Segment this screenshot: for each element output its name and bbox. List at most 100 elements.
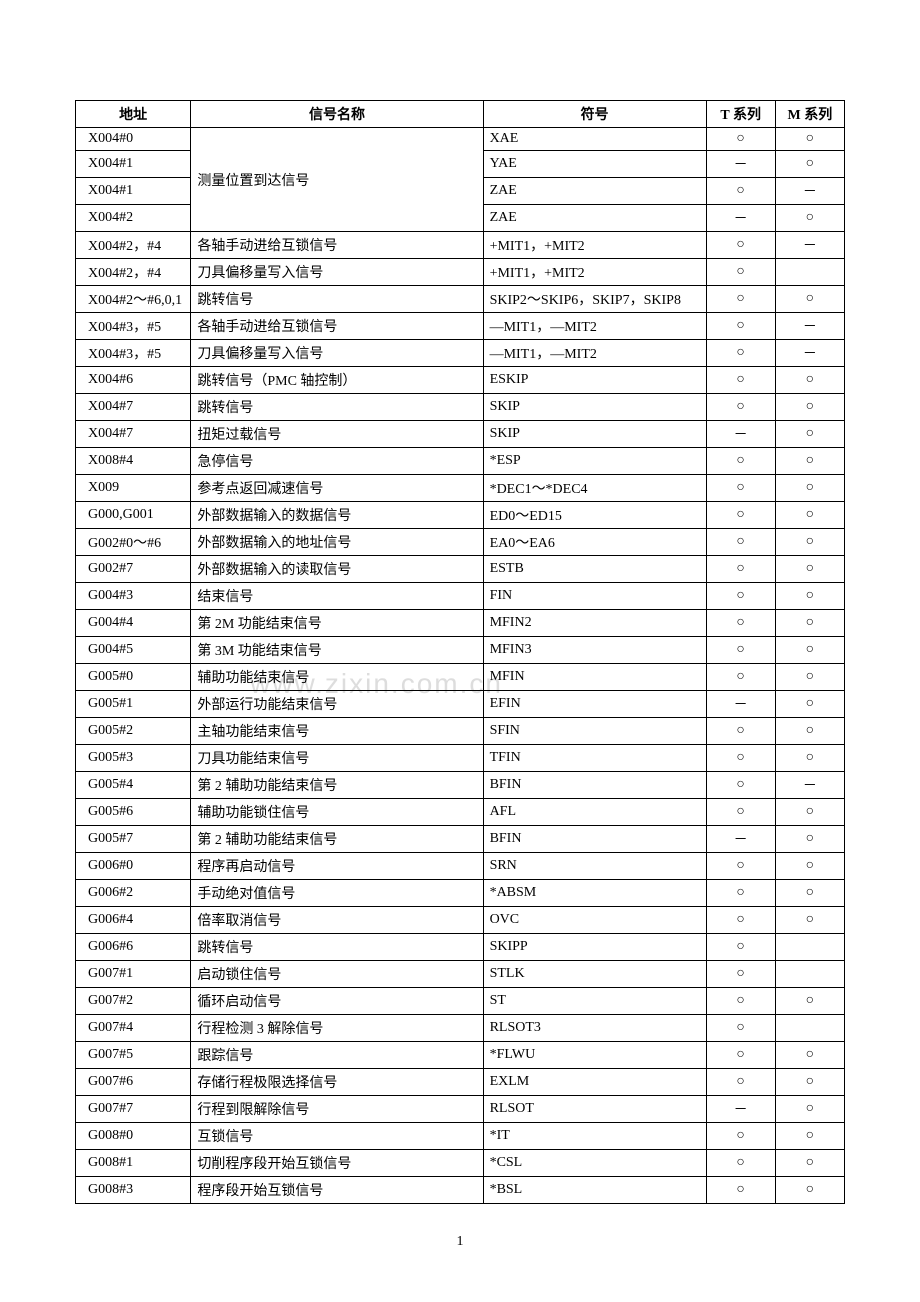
cell-name: 急停信号 xyxy=(191,448,483,475)
cell-t: ○ xyxy=(706,1123,775,1150)
cell-symbol: ST xyxy=(483,988,706,1015)
cell-addr: G005#4 xyxy=(76,772,191,799)
cell-t: ○ xyxy=(706,259,775,286)
cell-m: － xyxy=(775,340,844,367)
table-header: 地址 信号名称 符号 T 系列 M 系列 xyxy=(76,101,845,128)
table-row: G002#7外部数据输入的读取信号ESTB○○ xyxy=(76,556,845,583)
cell-t: ○ xyxy=(706,340,775,367)
cell-name: 跳转信号（PMC 轴控制） xyxy=(191,367,483,394)
table-row: G005#2主轴功能结束信号SFIN○○ xyxy=(76,718,845,745)
cell-symbol: *DEC1～*DEC4 xyxy=(483,475,706,502)
cell-m: ○ xyxy=(775,367,844,394)
cell-addr: G008#1 xyxy=(76,1150,191,1177)
cell-t: － xyxy=(706,826,775,853)
cell-addr: G005#3 xyxy=(76,745,191,772)
cell-symbol: ZAE xyxy=(483,178,706,205)
table-row: G005#3刀具功能结束信号TFIN○○ xyxy=(76,745,845,772)
table-row: G006#2手动绝对值信号*ABSM○○ xyxy=(76,880,845,907)
cell-m: ○ xyxy=(775,529,844,556)
table-row: G005#6辅助功能锁住信号AFL○○ xyxy=(76,799,845,826)
cell-addr: X004#7 xyxy=(76,394,191,421)
cell-t: － xyxy=(706,691,775,718)
cell-addr: G006#2 xyxy=(76,880,191,907)
cell-t: ○ xyxy=(706,934,775,961)
cell-name: 外部数据输入的地址信号 xyxy=(191,529,483,556)
table-row: G005#7第 2 辅助功能结束信号BFIN－○ xyxy=(76,826,845,853)
cell-symbol: MFIN xyxy=(483,664,706,691)
cell-m xyxy=(775,934,844,961)
cell-symbol: RLSOT xyxy=(483,1096,706,1123)
cell-symbol: MFIN3 xyxy=(483,637,706,664)
cell-symbol: SRN xyxy=(483,853,706,880)
cell-name: 测量位置到达信号 xyxy=(191,128,483,232)
cell-name: 外部数据输入的读取信号 xyxy=(191,556,483,583)
table-row: G005#4第 2 辅助功能结束信号BFIN○－ xyxy=(76,772,845,799)
cell-t: ○ xyxy=(706,529,775,556)
cell-symbol: *CSL xyxy=(483,1150,706,1177)
cell-addr: G006#4 xyxy=(76,907,191,934)
cell-addr: X004#3，#5 xyxy=(76,340,191,367)
table-row: G000,G001外部数据输入的数据信号ED0～ED15○○ xyxy=(76,502,845,529)
cell-symbol: *IT xyxy=(483,1123,706,1150)
cell-m: － xyxy=(775,232,844,259)
cell-t: ○ xyxy=(706,1150,775,1177)
cell-symbol: *ABSM xyxy=(483,880,706,907)
cell-m: ○ xyxy=(775,853,844,880)
table-row: G005#1外部运行功能结束信号EFIN－○ xyxy=(76,691,845,718)
cell-t: ○ xyxy=(706,880,775,907)
cell-symbol: *FLWU xyxy=(483,1042,706,1069)
cell-addr: X004#1 xyxy=(76,151,191,178)
cell-addr: G007#6 xyxy=(76,1069,191,1096)
cell-t: ○ xyxy=(706,583,775,610)
table-body: X004#0测量位置到达信号XAE○○X004#1YAE－○X004#1ZAE○… xyxy=(76,128,845,1204)
cell-addr: X004#2～#6,0,1 xyxy=(76,286,191,313)
cell-addr: X004#1 xyxy=(76,178,191,205)
cell-m: ○ xyxy=(775,826,844,853)
cell-addr: G005#7 xyxy=(76,826,191,853)
cell-m: ○ xyxy=(775,988,844,1015)
cell-addr: X008#4 xyxy=(76,448,191,475)
table-row: X004#3，#5刀具偏移量写入信号—MIT1，—MIT2○－ xyxy=(76,340,845,367)
cell-addr: X009 xyxy=(76,475,191,502)
table-row: G004#4第 2M 功能结束信号MFIN2○○ xyxy=(76,610,845,637)
header-m: M 系列 xyxy=(775,101,844,128)
cell-t: ○ xyxy=(706,718,775,745)
cell-symbol: MFIN2 xyxy=(483,610,706,637)
cell-m: ○ xyxy=(775,1150,844,1177)
cell-m: ○ xyxy=(775,745,844,772)
cell-addr: G002#7 xyxy=(76,556,191,583)
cell-name: 刀具偏移量写入信号 xyxy=(191,259,483,286)
header-symbol: 符号 xyxy=(483,101,706,128)
cell-symbol: *BSL xyxy=(483,1177,706,1204)
cell-t: ○ xyxy=(706,745,775,772)
cell-t: ○ xyxy=(706,178,775,205)
table-row: G004#3结束信号FIN○○ xyxy=(76,583,845,610)
cell-name: 扭矩过载信号 xyxy=(191,421,483,448)
cell-symbol: EXLM xyxy=(483,1069,706,1096)
cell-m: ○ xyxy=(775,907,844,934)
cell-t: ○ xyxy=(706,853,775,880)
cell-name: 跳转信号 xyxy=(191,394,483,421)
cell-name: 外部数据输入的数据信号 xyxy=(191,502,483,529)
table-row: X004#6跳转信号（PMC 轴控制）ESKIP○○ xyxy=(76,367,845,394)
cell-addr: G007#4 xyxy=(76,1015,191,1042)
cell-t: ○ xyxy=(706,961,775,988)
table-row: G004#5第 3M 功能结束信号MFIN3○○ xyxy=(76,637,845,664)
cell-m: ○ xyxy=(775,205,844,232)
cell-m: ○ xyxy=(775,421,844,448)
cell-t: ○ xyxy=(706,556,775,583)
cell-addr: X004#2，#4 xyxy=(76,259,191,286)
cell-symbol: FIN xyxy=(483,583,706,610)
cell-name: 行程检测 3 解除信号 xyxy=(191,1015,483,1042)
cell-name: 结束信号 xyxy=(191,583,483,610)
page-content: 地址 信号名称 符号 T 系列 M 系列 X004#0测量位置到达信号XAE○○… xyxy=(75,100,845,1250)
cell-addr: G008#3 xyxy=(76,1177,191,1204)
header-t: T 系列 xyxy=(706,101,775,128)
cell-m: ○ xyxy=(775,718,844,745)
cell-addr: X004#0 xyxy=(76,128,191,151)
table-row: G008#0互锁信号*IT○○ xyxy=(76,1123,845,1150)
table-row: G006#6跳转信号SKIPP○ xyxy=(76,934,845,961)
cell-m: ○ xyxy=(775,610,844,637)
cell-name: 第 2M 功能结束信号 xyxy=(191,610,483,637)
cell-symbol: *ESP xyxy=(483,448,706,475)
